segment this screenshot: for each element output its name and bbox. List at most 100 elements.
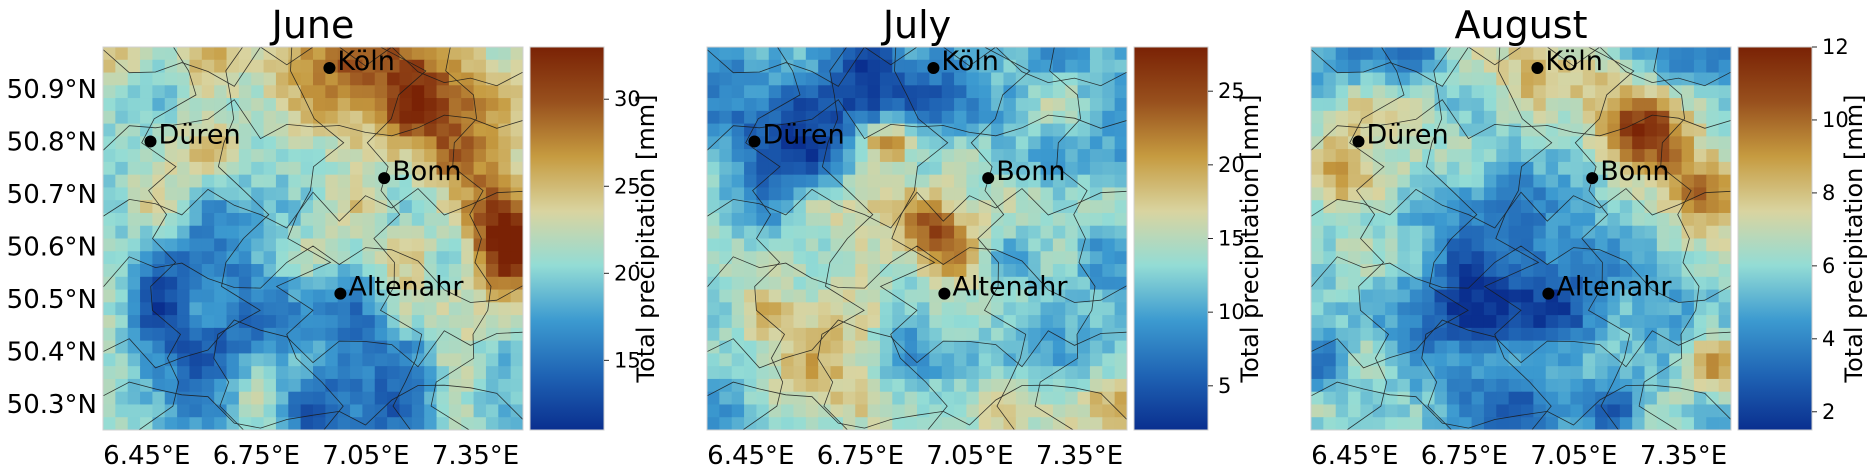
grid-cell (1632, 302, 1646, 316)
grid-cell (1052, 225, 1066, 240)
grid-cell (448, 327, 462, 342)
grid-cell (1459, 72, 1473, 86)
grid-cell (1335, 72, 1349, 86)
grid-cell (164, 315, 178, 329)
grid-cell (1003, 238, 1017, 252)
grid-cell (1483, 238, 1497, 252)
grid-cell (731, 200, 745, 214)
grid-cell (879, 98, 893, 112)
grid-cell (1644, 149, 1658, 163)
grid-cell (954, 353, 968, 367)
grid-cell (793, 225, 807, 240)
grid-cell (1607, 302, 1621, 316)
grid-cell (1718, 404, 1731, 418)
grid-cell (238, 404, 252, 418)
grid-cell (1385, 47, 1399, 61)
grid-cell (1323, 264, 1337, 278)
grid-cell (350, 417, 364, 430)
grid-cell (263, 251, 277, 265)
grid-cell (288, 289, 302, 303)
grid-cell (731, 302, 745, 316)
grid-cell (1508, 251, 1522, 265)
grid-cell (1052, 378, 1066, 393)
grid-cell (855, 378, 869, 393)
grid-cell (399, 110, 413, 125)
grid-cell (177, 85, 191, 99)
grid-cell (263, 110, 277, 125)
grid-cell (275, 404, 289, 418)
grid-cell (1533, 212, 1547, 227)
grid-cell (1595, 149, 1609, 163)
grid-cell (731, 366, 745, 380)
grid-cell (1335, 391, 1349, 406)
grid-cell (781, 200, 795, 214)
grid-cell (1015, 404, 1029, 418)
grid-cell (189, 238, 203, 252)
grid-cell (300, 225, 314, 240)
grid-cell (1459, 276, 1473, 291)
grid-cell (842, 327, 856, 342)
grid-cell (1323, 200, 1337, 214)
grid-cell (1644, 366, 1658, 380)
grid-cell (485, 136, 499, 150)
grid-cell (1632, 251, 1646, 265)
grid-cell (1335, 417, 1349, 430)
grid-cell (781, 85, 795, 99)
grid-cell (350, 85, 364, 99)
grid-cell (929, 302, 943, 316)
grid-cell (1521, 136, 1534, 150)
grid-cell (263, 98, 277, 112)
grid-cell (313, 187, 326, 201)
grid-cell (1483, 378, 1497, 393)
grid-cell (510, 238, 523, 252)
grid-cell (1446, 149, 1460, 163)
grid-cell (214, 417, 228, 430)
grid-cell (103, 225, 116, 240)
grid-cell (436, 264, 450, 278)
grid-cell (1693, 200, 1707, 214)
grid-cell (399, 187, 413, 201)
grid-cell (152, 187, 166, 201)
grid-cell (1422, 238, 1436, 252)
grid-cell (1409, 98, 1423, 112)
grid-cell (177, 123, 191, 137)
grid-cell (177, 378, 191, 393)
grid-cell (362, 136, 376, 150)
grid-cell (1052, 391, 1066, 406)
grid-cell (1052, 110, 1066, 125)
grid-cell (1397, 289, 1411, 303)
grid-cell (1570, 417, 1584, 430)
grid-cell (1077, 200, 1091, 214)
grid-cell (1028, 110, 1042, 125)
grid-cell (1065, 276, 1079, 291)
grid-cell (1632, 98, 1646, 112)
grid-cell (461, 200, 475, 214)
grid-cell (485, 47, 499, 61)
grid-cell (436, 417, 450, 430)
grid-cell (485, 85, 499, 99)
grid-cell (164, 123, 178, 137)
grid-cell (1582, 212, 1596, 227)
grid-cell (842, 212, 856, 227)
grid-cell (768, 85, 782, 99)
grid-cell (707, 123, 720, 137)
grid-cell (1434, 264, 1448, 278)
grid-cell (1545, 366, 1559, 380)
grid-cell (904, 47, 918, 61)
grid-cell (115, 327, 129, 342)
grid-cell (892, 161, 906, 176)
grid-cell (1077, 174, 1091, 189)
grid-cell (929, 315, 943, 329)
grid-cell (1669, 302, 1683, 316)
grid-cell (387, 59, 401, 74)
grid-cell (510, 264, 523, 278)
grid-cell (966, 123, 980, 137)
grid-cell (103, 417, 116, 430)
grid-cell (350, 110, 364, 125)
grid-cell (1089, 85, 1103, 99)
grid-cell (350, 72, 364, 86)
grid-cell (707, 85, 720, 99)
grid-cell (387, 238, 401, 252)
grid-cell (768, 47, 782, 61)
